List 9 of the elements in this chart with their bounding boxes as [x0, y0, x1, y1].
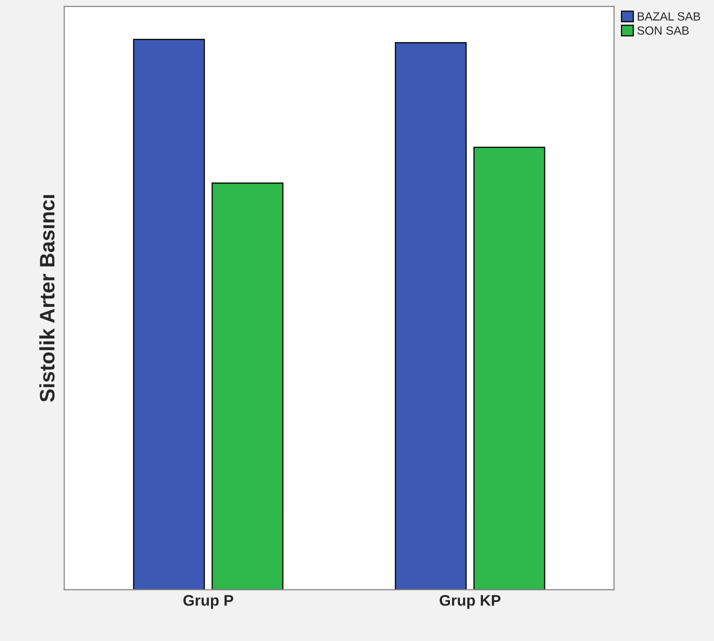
bar: [133, 38, 205, 590]
x-tick-label: Grup P: [183, 594, 234, 609]
x-tick-label: Grup KP: [440, 594, 501, 609]
legend-label: BAZAL SAB: [638, 12, 700, 21]
bar: [212, 182, 284, 590]
legend-label: SON SAB: [637, 26, 689, 35]
bar: [394, 42, 467, 590]
bar: [473, 146, 546, 590]
y-axis-title: Sistolik Arter Basıncı: [39, 195, 55, 402]
